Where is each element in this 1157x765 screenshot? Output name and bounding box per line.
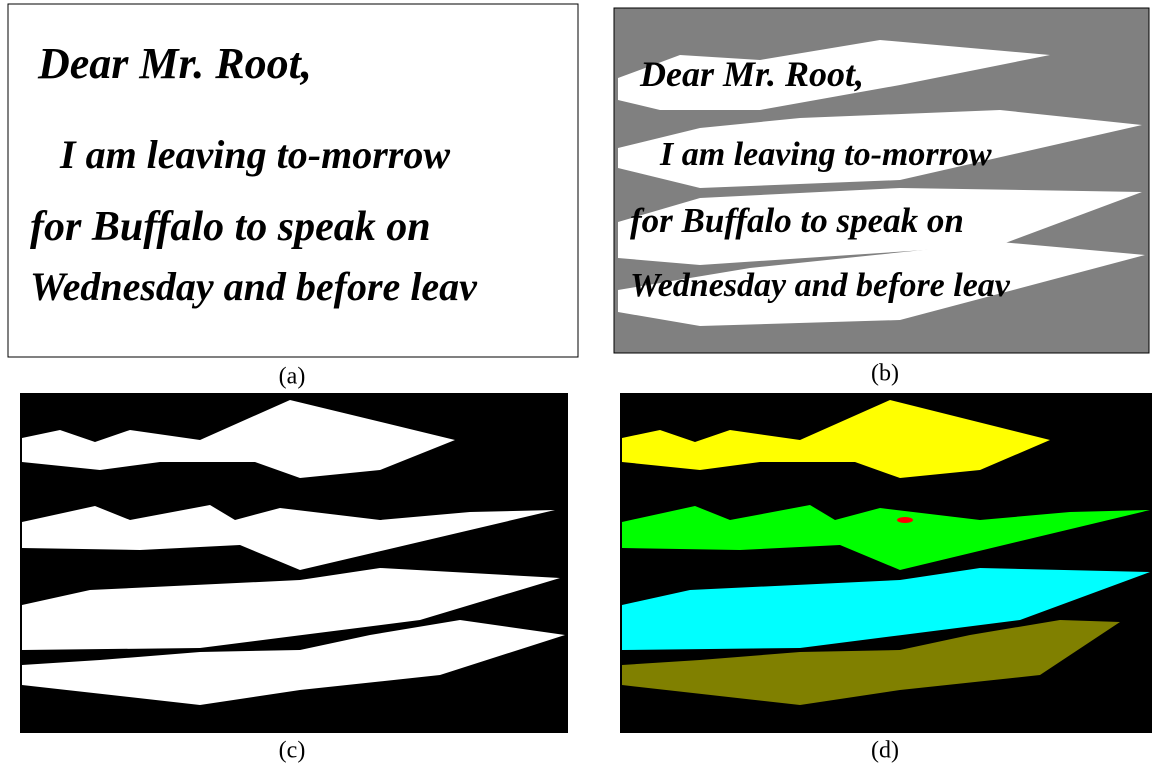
handwriting-line: I am leaving to-morrow <box>659 136 992 173</box>
caption: (b) <box>871 361 899 387</box>
labeled-blob <box>897 517 913 523</box>
handwriting-line: for Buffalo to speak on <box>30 204 431 250</box>
panel-c <box>20 393 568 733</box>
handwriting-line: I am leaving to-morrow <box>59 132 450 177</box>
panel-d <box>620 393 1152 733</box>
caption: (d) <box>871 738 899 764</box>
page: {"letter": {"lines": ["Dear Mr. Root,", … <box>0 0 1157 765</box>
panel-a: Dear Mr. Root, I am leaving to-morrow fo… <box>8 4 578 357</box>
panel-b: Dear Mr. Root, I am leaving to-morrow fo… <box>614 8 1149 353</box>
handwriting-line: Wednesday and before leav <box>630 267 1011 304</box>
handwriting-line: Dear Mr. Root, <box>37 39 312 88</box>
handwriting-line: for Buffalo to speak on <box>630 201 964 240</box>
handwriting-line: Dear Mr. Root, <box>639 54 864 94</box>
caption: (a) <box>279 364 306 390</box>
figure: Dear Mr. Root, I am leaving to-morrow fo… <box>0 0 1157 765</box>
handwriting-line: Wednesday and before leav <box>30 264 478 309</box>
caption: (c) <box>279 738 306 764</box>
